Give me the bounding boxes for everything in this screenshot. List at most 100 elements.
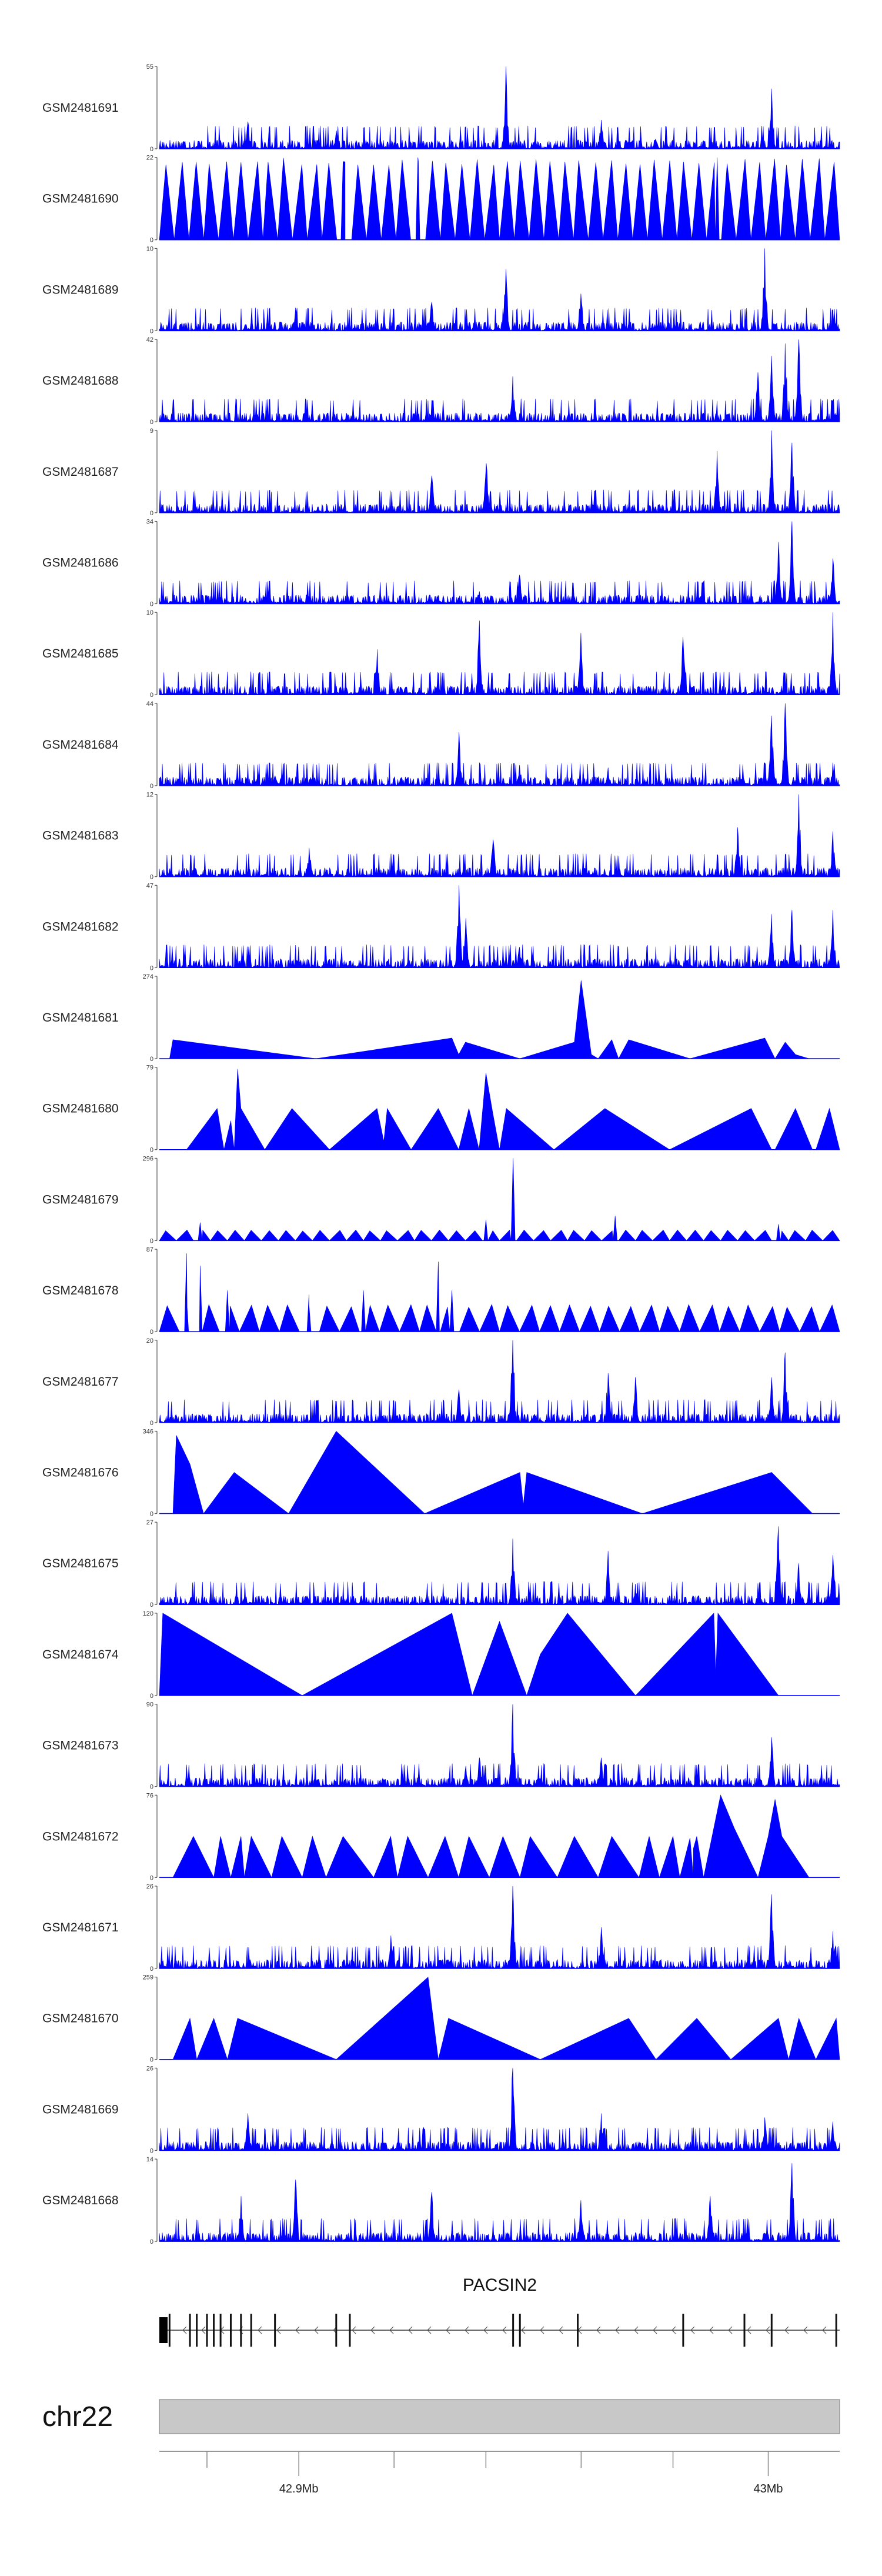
exon: [682, 2314, 684, 2347]
strand-arrow: [747, 2326, 751, 2334]
track-GSM2481691: GSM2481691 55 0: [42, 64, 840, 153]
y-max-label: 10: [146, 245, 153, 252]
track-GSM2481681: GSM2481681 274 0: [42, 973, 840, 1063]
coverage-area: [159, 885, 840, 969]
track-GSM2481672: GSM2481672 76 0: [42, 1792, 840, 1881]
track-GSM2481685: GSM2481685 10 0: [42, 609, 840, 699]
track-GSM2481673: GSM2481673 90 0: [42, 1701, 840, 1791]
track-label: GSM2481691: [42, 101, 119, 115]
coverage-tracks: GSM2481691550GSM2481690220GSM2481689100G…: [42, 64, 840, 2245]
y-min-label: 0: [150, 237, 153, 244]
y-min-label: 0: [150, 601, 153, 608]
coverage-area: [159, 1704, 840, 1787]
track-label: GSM2481685: [42, 647, 119, 660]
track-label: GSM2481690: [42, 192, 119, 206]
gene-label: PACSIN2: [463, 2275, 537, 2295]
coverage-area: [159, 248, 840, 332]
coverage-area: [159, 2163, 840, 2243]
exon: [577, 2314, 579, 2347]
exon: [219, 2314, 222, 2347]
track-label: GSM2481689: [42, 283, 119, 296]
coverage-area: [159, 66, 840, 150]
track-label: GSM2481681: [42, 1011, 119, 1025]
strand-arrow: [370, 2326, 375, 2334]
strand-arrow: [502, 2326, 507, 2334]
y-max-label: 120: [143, 1610, 153, 1617]
strand-arrow: [671, 2326, 676, 2334]
y-min-label: 0: [150, 2057, 153, 2064]
genome-axis: 42.9Mb 43Mb: [159, 2451, 840, 2495]
track-label: GSM2481683: [42, 829, 119, 843]
y-max-label: 87: [146, 1246, 153, 1253]
track-GSM2481690: GSM2481690 22 0: [42, 155, 840, 244]
coverage-area: [159, 157, 840, 240]
exon: [189, 2314, 191, 2347]
y-min-label: 0: [150, 692, 153, 699]
track-label: GSM2481672: [42, 1830, 119, 1843]
y-min-label: 0: [150, 1966, 153, 1973]
track-GSM2481677: GSM2481677 20 0: [42, 1337, 840, 1427]
strand-arrow: [352, 2326, 356, 2334]
y-min-label: 0: [150, 419, 153, 426]
gene-track: PACSIN2: [159, 2275, 840, 2347]
x-tick-label: 42.9Mb: [279, 2482, 319, 2495]
y-max-label: 27: [146, 1519, 153, 1526]
y-min-label: 0: [150, 2238, 153, 2245]
chromosome-ideogram: chr22: [42, 2399, 840, 2434]
coverage-area: [159, 339, 840, 422]
exon: [206, 2314, 208, 2347]
track-label: GSM2481677: [42, 1375, 119, 1389]
y-max-label: 44: [146, 700, 153, 708]
strand-arrow: [483, 2326, 488, 2334]
strand-arrow: [521, 2326, 526, 2334]
track-GSM2481684: GSM2481684 44 0: [42, 700, 840, 790]
y-min-label: 0: [150, 1601, 153, 1609]
coverage-area: [172, 1431, 813, 1514]
y-min-label: 0: [150, 1874, 153, 1881]
track-label: GSM2481684: [42, 738, 119, 752]
chromosome-band: [159, 2399, 840, 2434]
strand-arrow: [427, 2326, 432, 2334]
y-min-label: 0: [150, 1056, 153, 1063]
y-max-label: 90: [146, 1701, 153, 1709]
strand-arrow: [803, 2326, 808, 2334]
strand-arrow: [728, 2326, 733, 2334]
y-min-label: 0: [150, 1420, 153, 1427]
y-max-label: 34: [146, 519, 153, 526]
strand-arrow: [596, 2326, 601, 2334]
track-label: GSM2481671: [42, 1921, 119, 1934]
strand-arrow: [559, 2326, 563, 2334]
coverage-area: [159, 1340, 840, 1423]
utr-block: [159, 2317, 168, 2343]
strand-arrow: [784, 2326, 789, 2334]
y-min-label: 0: [150, 1784, 153, 1791]
y-min-label: 0: [150, 965, 153, 972]
y-max-label: 26: [146, 1883, 153, 1890]
track-label: GSM2481682: [42, 920, 119, 933]
track-label: GSM2481675: [42, 1557, 119, 1570]
track-label: GSM2481674: [42, 1648, 119, 1661]
y-min-label: 0: [150, 1329, 153, 1336]
x-tick-label: 43Mb: [753, 2482, 783, 2495]
strand-arrow: [182, 2326, 187, 2334]
coverage-area: [172, 1977, 840, 2060]
track-label: GSM2481686: [42, 556, 119, 570]
strand-arrow: [389, 2326, 394, 2334]
y-max-label: 79: [146, 1065, 153, 1072]
strand-arrow: [766, 2326, 770, 2334]
y-max-label: 10: [146, 609, 153, 616]
track-GSM2481668: GSM2481668 14 0: [42, 2156, 840, 2245]
track-GSM2481671: GSM2481671 26 0: [42, 1883, 840, 1973]
coverage-area: [159, 430, 840, 513]
strand-arrow: [690, 2326, 695, 2334]
coverage-area: [169, 980, 809, 1059]
exon: [770, 2314, 773, 2347]
y-min-label: 0: [150, 874, 153, 881]
y-min-label: 0: [150, 1511, 153, 1518]
exon: [519, 2314, 521, 2347]
coverage-area: [186, 1069, 840, 1150]
strand-arrow: [540, 2326, 544, 2334]
exon: [835, 2314, 837, 2347]
track-label: GSM2481676: [42, 1466, 119, 1480]
y-max-label: 55: [146, 64, 153, 71]
